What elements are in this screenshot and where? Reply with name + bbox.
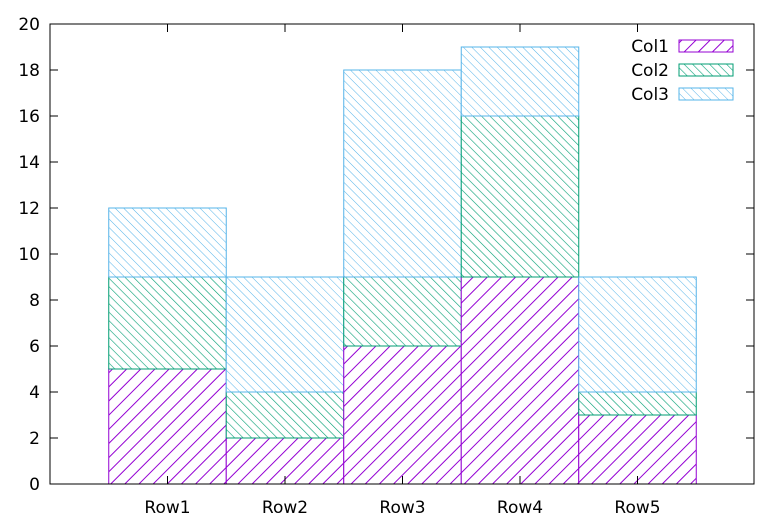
bar-row3-col1 [343,345,462,485]
bars-group [108,46,697,485]
bar-row1-col1 [108,368,227,485]
y-tick-label: 20 [18,15,40,35]
bar-row2-col3 [225,276,345,393]
y-tick-label: 10 [18,245,40,265]
axes-group: 0 2 4 6 8 10 12 14 16 18 20 Row1 Row2 Row3 Row4 Row5 [18,15,755,518]
bar-row5-col1 [578,414,697,485]
bar-row4-col2 [460,115,580,278]
y-tick-label: 2 [29,429,40,449]
y-tick-label: 14 [18,153,40,173]
x-tick-label: Row1 [144,498,190,518]
bar-row4-col3 [460,46,580,117]
legend-swatch-col1 [678,39,734,53]
x-tick-label: Row4 [497,498,543,518]
bar-row1-col3 [108,207,227,278]
bar-row5-col3 [578,276,697,393]
legend-swatch-col2 [678,63,734,77]
bar-row4-col1 [460,276,580,485]
bar-row2-col2 [225,391,345,439]
bar-row3-col3 [343,69,462,278]
bar-row5-col2 [578,391,697,416]
legend-label-col1: Col1 [631,37,669,57]
y-tick-label: 0 [29,475,40,495]
legend-label-col2: Col2 [631,61,669,81]
bar-row3-col2 [343,276,462,347]
legend-label-col3: Col3 [631,85,669,105]
y-tick-label: 12 [18,199,40,219]
x-tick-label: Row5 [614,498,660,518]
y-tick-label: 18 [18,61,40,81]
legend: Col1 Col2 Col3 [631,37,734,105]
y-tick-label: 4 [29,383,40,403]
x-tick-label: Row2 [262,498,308,518]
bar-row1-col2 [108,276,227,370]
y-tick-label: 16 [18,107,40,127]
y-tick-label: 8 [29,291,40,311]
y-tick-label: 6 [29,337,40,357]
x-tick-label: Row3 [379,498,425,518]
legend-swatch-col3 [678,87,734,101]
